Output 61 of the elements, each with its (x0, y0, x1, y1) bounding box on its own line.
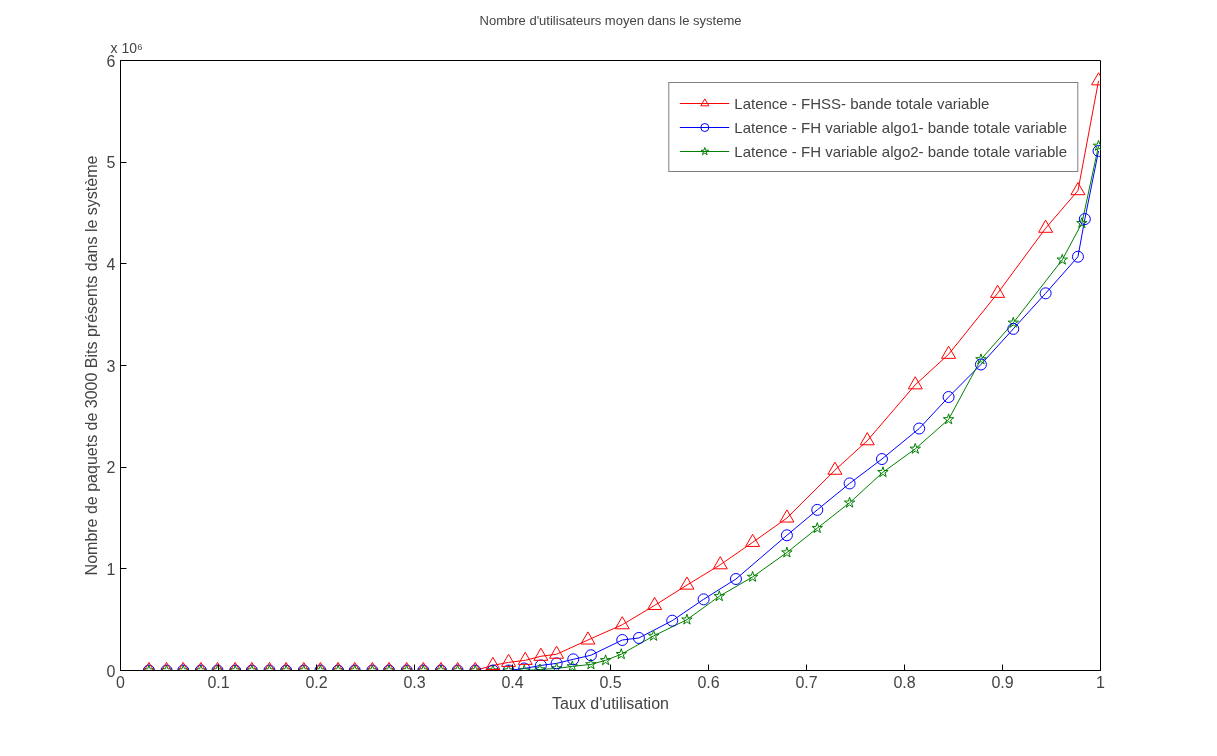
point (877, 466, 889, 478)
point (942, 391, 955, 404)
point (811, 503, 824, 516)
point (1007, 322, 1020, 335)
point (974, 358, 987, 371)
point (990, 284, 1006, 298)
y-tick-label: 2 (106, 459, 116, 477)
point (647, 629, 660, 641)
x-tick-label: 0.9 (991, 673, 1014, 691)
point (941, 345, 957, 359)
point (1039, 287, 1052, 300)
x-tick-label: 0.2 (305, 673, 328, 691)
point (942, 413, 955, 425)
point (712, 556, 728, 570)
point (679, 576, 695, 590)
legend-label: Latence - FH variable algo2- bande totale variable (734, 142, 1067, 160)
point (614, 616, 630, 630)
y-tick-label: 4 (106, 255, 116, 273)
point (533, 647, 549, 661)
y-tick-label: 5 (106, 154, 116, 172)
point (1071, 250, 1084, 263)
point (647, 596, 663, 610)
point (1078, 213, 1091, 226)
point (781, 546, 793, 558)
x-tick-label: 0.5 (599, 673, 622, 691)
legend-label: Latence - FHSS- bande totale variable (734, 94, 990, 112)
point (746, 570, 759, 582)
point (913, 422, 926, 435)
point (501, 653, 517, 667)
point (1070, 182, 1086, 196)
y-tick-label: 1 (106, 560, 116, 578)
x-tick-label: 0.8 (893, 673, 916, 691)
point (517, 651, 533, 665)
y-tick-label: 0 (106, 662, 116, 680)
point (843, 477, 856, 490)
x-tick-label: 0.3 (403, 673, 426, 691)
point (1056, 253, 1069, 265)
point (827, 461, 843, 475)
chart-title: Nombre d'utilisateurs moyen dans le systeme (479, 12, 742, 28)
point (745, 533, 761, 547)
y-axis-title: Nombre de paquets de 3000 Bits présents dans le système (82, 155, 100, 576)
point (909, 442, 922, 454)
x-axis-title: Taux d'utilisation (552, 694, 669, 712)
x-tick-label: 0.1 (207, 673, 230, 691)
point (843, 496, 856, 508)
x-tick-label: 0.6 (697, 673, 720, 691)
point (779, 509, 795, 523)
legend-label: Latence - FH variable algo1- bande totale variable (734, 118, 1067, 136)
point (811, 522, 824, 534)
x-tick-label: 1 (1096, 673, 1106, 691)
point (580, 631, 596, 645)
point (1007, 316, 1020, 328)
x-tick-label: 0.4 (501, 673, 524, 691)
y-tick-label: 3 (106, 357, 116, 375)
point (485, 656, 501, 670)
point (1076, 217, 1088, 229)
point (549, 645, 565, 659)
point (975, 353, 987, 365)
point (859, 432, 875, 446)
x-tick-label: 0.7 (795, 673, 818, 691)
point (907, 376, 923, 390)
